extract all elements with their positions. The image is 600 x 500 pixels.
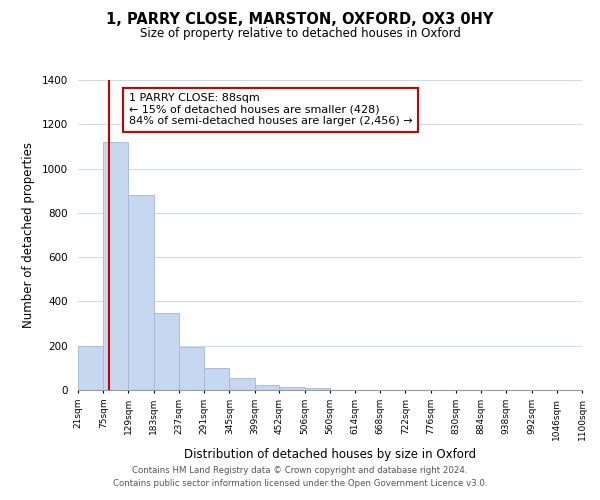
- Text: 1, PARRY CLOSE, MARSTON, OXFORD, OX3 0HY: 1, PARRY CLOSE, MARSTON, OXFORD, OX3 0HY: [106, 12, 494, 28]
- Text: 1 PARRY CLOSE: 88sqm
← 15% of detached houses are smaller (428)
84% of semi-deta: 1 PARRY CLOSE: 88sqm ← 15% of detached h…: [129, 94, 413, 126]
- Y-axis label: Number of detached properties: Number of detached properties: [22, 142, 35, 328]
- Bar: [128, 195, 154, 390]
- Bar: [229, 378, 254, 390]
- Bar: [280, 386, 305, 390]
- Text: Size of property relative to detached houses in Oxford: Size of property relative to detached ho…: [140, 28, 460, 40]
- Bar: [254, 385, 280, 390]
- Bar: [154, 312, 179, 390]
- Text: Contains HM Land Registry data © Crown copyright and database right 2024.
Contai: Contains HM Land Registry data © Crown c…: [113, 466, 487, 487]
- Bar: [78, 346, 103, 390]
- Bar: [103, 142, 128, 390]
- Bar: [204, 368, 229, 390]
- X-axis label: Distribution of detached houses by size in Oxford: Distribution of detached houses by size …: [184, 448, 476, 461]
- Bar: [179, 347, 204, 390]
- Bar: [305, 388, 330, 390]
